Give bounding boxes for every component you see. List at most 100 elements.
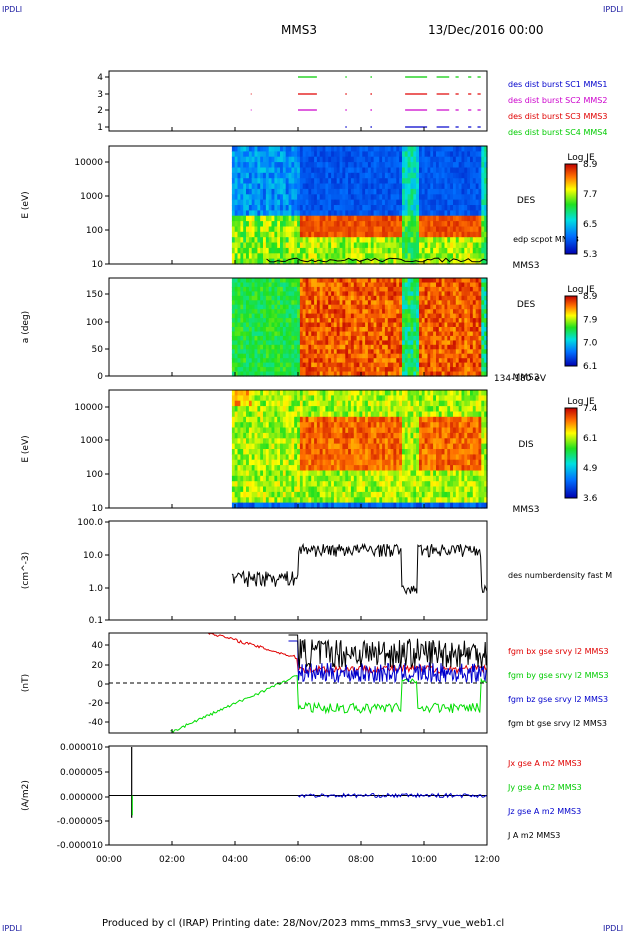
spectrogram-cell [461, 199, 465, 206]
spectrogram-cell [336, 502, 341, 509]
spectrogram-cell [297, 253, 301, 260]
spectrogram-cell [265, 459, 270, 466]
spectrogram-cell [345, 449, 349, 455]
spectrogram-cell [331, 291, 335, 297]
spectrogram-cell [260, 406, 264, 413]
spectrogram-cell [254, 454, 258, 461]
spectrogram-cell [297, 188, 301, 195]
spectrogram-cell [291, 178, 295, 185]
spectrogram-cell [311, 226, 315, 233]
spectrogram-cell [260, 465, 264, 472]
spectrogram-cell [237, 242, 241, 249]
spectrogram-cell [277, 497, 281, 504]
spectrogram-cell [280, 237, 284, 244]
spectrogram-cell [393, 253, 397, 260]
spectrogram-cell [240, 465, 244, 472]
spectrogram-cell [316, 400, 321, 407]
spectrogram-cell [265, 313, 270, 319]
spectrogram-cell [257, 178, 261, 185]
spectrogram-cell [280, 188, 284, 195]
spectrogram-cell [421, 304, 426, 310]
spectrogram-cell [302, 210, 307, 217]
spectrogram-cell [271, 371, 275, 377]
spectrogram-cell [254, 422, 258, 429]
spectrogram-cell [268, 183, 273, 190]
spectrogram-cell [438, 304, 443, 310]
spectrogram-cell [376, 371, 380, 377]
spectrogram-cell [305, 226, 309, 233]
spectrogram-cell [379, 253, 383, 260]
spectrogram-cell [311, 278, 315, 284]
spectrogram-cell [322, 194, 326, 201]
spectrogram-cell [331, 395, 335, 402]
spectrogram-cell [265, 491, 270, 498]
spectrogram-cell [447, 349, 451, 355]
spectrogram-cell [308, 199, 312, 206]
spectrogram-cell [248, 491, 253, 498]
spectrogram-cell [421, 309, 426, 315]
spectrogram-cell [260, 443, 264, 450]
spectrogram-cell [342, 221, 346, 228]
spectrogram-cell [402, 146, 406, 152]
spectrogram-cell [370, 258, 375, 265]
spectrogram-cell [285, 237, 290, 244]
spectrogram-cell [237, 231, 241, 238]
spectrogram-cell [350, 459, 355, 466]
spectrogram-cell [291, 491, 295, 498]
spectrogram-cell [356, 465, 360, 472]
spectrogram-cell [356, 231, 360, 238]
spectrogram-cell [379, 327, 383, 333]
spectrogram-cell [444, 199, 448, 206]
spectrogram-cell [345, 231, 349, 238]
spectrogram-cell [328, 194, 332, 201]
spectrogram-cell [271, 194, 275, 201]
spectrogram-cell [251, 475, 256, 482]
spectrogram-cell [356, 349, 360, 355]
spectrogram-cell [268, 438, 273, 445]
spectrogram-cell [237, 395, 241, 402]
spectrogram-cell [342, 178, 346, 185]
spectrogram-cell [268, 443, 273, 450]
spectrogram-cell [257, 247, 261, 254]
spectrogram-cell [237, 146, 241, 152]
spectrogram-cell [251, 253, 256, 260]
spectrogram-cell [393, 215, 397, 222]
spectrogram-cell [240, 295, 244, 301]
spectrogram-cell [243, 502, 247, 509]
spectrogram-cell [280, 300, 284, 306]
spectrogram-cell [436, 178, 440, 185]
spectrogram-cell [263, 242, 267, 249]
spectrogram-cell [356, 344, 360, 350]
spectrogram-cell [453, 353, 457, 359]
spectrogram-cell [274, 438, 278, 445]
spectrogram-cell [260, 304, 264, 310]
spectrogram-cell [260, 237, 264, 244]
spectrogram-cell [424, 367, 428, 373]
spectrogram-cell [234, 340, 239, 346]
spectrogram-cell [288, 291, 292, 297]
spectrogram-cell [305, 443, 309, 450]
spectrogram-cell [393, 344, 397, 350]
spectrogram-cell [458, 226, 463, 233]
spectrogram-cell [478, 188, 482, 195]
spectrogram-cell [481, 327, 485, 333]
spectrogram-cell [436, 183, 440, 190]
spectrogram-cell [390, 231, 394, 238]
spectrogram-cell [393, 247, 397, 254]
spectrogram-cell [285, 282, 290, 288]
spectrogram-cell [265, 349, 270, 355]
spectrogram-cell [447, 318, 451, 324]
spectrogram-cell [407, 242, 411, 249]
spectrogram-cell [297, 454, 301, 461]
spectrogram-cell [248, 427, 253, 434]
spectrogram-cell [316, 427, 321, 434]
spectrogram-cell [299, 221, 304, 228]
spectrogram-cell [308, 406, 312, 413]
spectrogram-cell [475, 358, 480, 364]
spectrogram-cell [333, 178, 338, 185]
spectrogram-cell [305, 454, 309, 461]
spectrogram-cell [470, 322, 474, 328]
spectrogram-cell [322, 242, 326, 249]
spectrogram-cell [438, 344, 443, 350]
spectrogram-cell [231, 205, 236, 211]
